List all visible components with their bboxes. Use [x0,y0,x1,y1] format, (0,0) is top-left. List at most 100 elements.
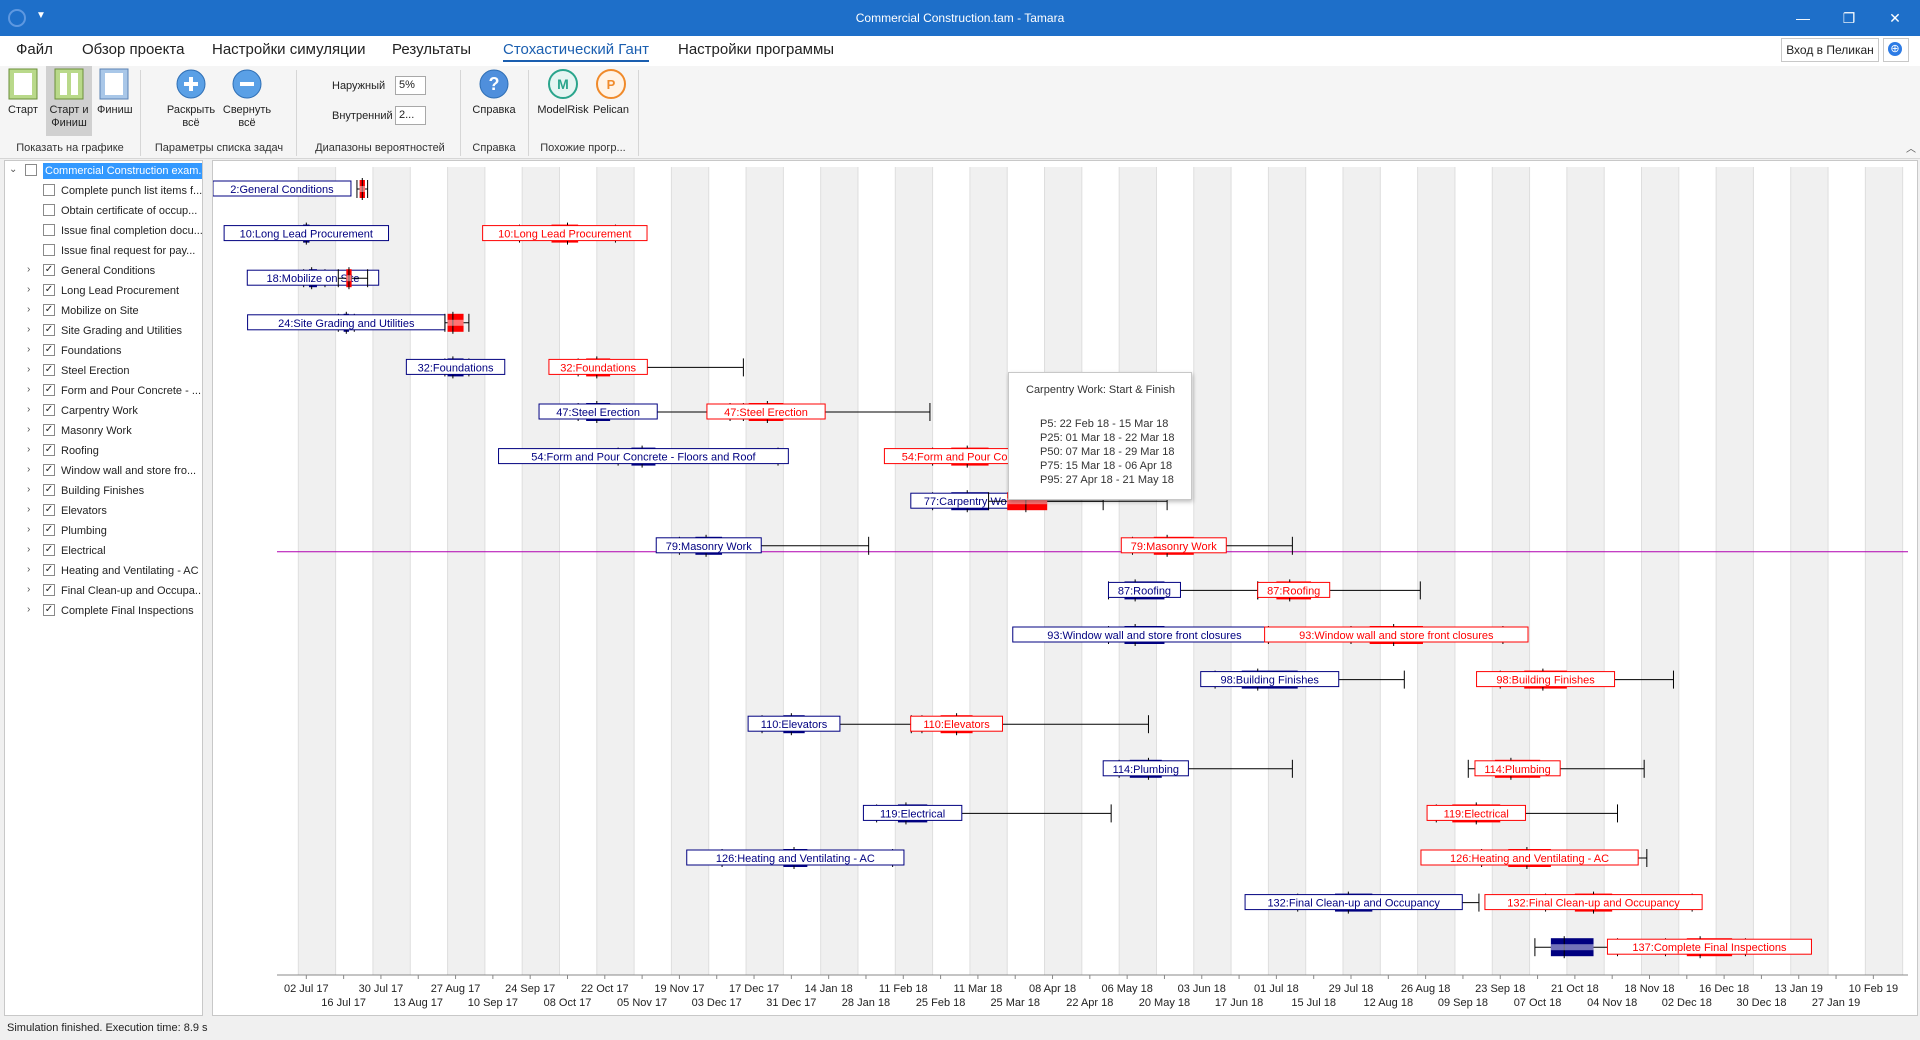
minimize-button[interactable]: — [1796,10,1810,26]
tree-item[interactable]: › ✓ Carpentry Work [5,401,202,421]
tree-checkbox[interactable]: ✓ [43,444,55,456]
chevron-right-icon[interactable]: › [27,344,31,355]
chevron-right-icon[interactable]: › [27,604,31,615]
tree-checkbox[interactable]: ✓ [43,504,55,516]
tree-item[interactable]: Issue final completion docu... [5,221,202,241]
menu-results[interactable]: Результаты [392,41,471,58]
chevron-down-icon[interactable]: ⌄ [9,164,18,175]
tree-checkbox[interactable]: ✓ [43,304,55,316]
tree-checkbox[interactable]: ✓ [43,564,55,576]
tree-item[interactable]: › ✓ Mobilize on Site [5,301,202,321]
tree-checkbox[interactable]: ✓ [43,364,55,376]
chevron-right-icon[interactable]: › [27,444,31,455]
chevron-right-icon[interactable]: › [27,264,31,275]
tree-item[interactable]: › ✓ Final Clean-up and Occupa... [5,581,202,601]
finish-label-box [482,225,648,242]
menu-program-settings[interactable]: Настройки программы [678,41,835,58]
tree-checkbox[interactable]: ✓ [43,544,55,556]
show-finish-button[interactable]: Финиш [97,68,133,138]
collapse-all-button[interactable]: Свернуть всё [218,68,276,138]
expand-all-button[interactable]: Раскрыть всё [162,68,220,138]
menu-simulation-settings[interactable]: Настройки симуляции [212,41,366,58]
tree-item[interactable]: Complete punch list items f... [5,181,202,201]
show-start-button[interactable]: Старт [6,68,40,138]
chevron-right-icon[interactable]: › [27,284,31,295]
tree-item[interactable]: › ✓ Electrical [5,541,202,561]
close-button[interactable]: ✕ [1889,10,1901,26]
chevron-right-icon[interactable]: › [27,364,31,375]
x-tick-label: 28 Jan 18 [842,997,890,1009]
tree-checkbox[interactable]: ✓ [43,584,55,596]
login-pelican-button[interactable]: Вход в Пеликан [1781,38,1879,62]
tree-item[interactable]: › ✓ Elevators [5,501,202,521]
maximize-button[interactable]: ❐ [1842,10,1856,26]
finish-label-box [910,715,1003,732]
show-start-finish-button[interactable]: Старт и Финиш [46,66,92,136]
tree-item[interactable]: › ✓ Foundations [5,341,202,361]
start-distribution: 93:Window wall and store front closures [1012,624,1277,646]
tree-item[interactable]: › ✓ Heating and Ventilating - AC [5,561,202,581]
tree-item[interactable]: › ✓ Site Grading and Utilities [5,321,202,341]
tree-checkbox[interactable] [43,184,55,196]
tree-checkbox[interactable]: ✓ [43,344,55,356]
chevron-right-icon[interactable]: › [27,544,31,555]
tree-item[interactable]: › ✓ Window wall and store fro... [5,461,202,481]
start-label: 77:Carpentry Work [924,496,1017,508]
tree-item[interactable]: Obtain certificate of occup... [5,201,202,221]
chevron-right-icon[interactable]: › [27,384,31,395]
finish-label-box [1476,671,1616,688]
tree-checkbox[interactable]: ✓ [43,384,55,396]
language-button[interactable]: ⊕ [1883,38,1909,62]
menu-file[interactable]: Файл [16,41,53,58]
chevron-right-icon[interactable]: › [27,564,31,575]
modelrisk-icon: M [548,69,578,99]
tree-item[interactable]: ⌄ Commercial Construction exam... [5,161,202,181]
tree-item[interactable]: Issue final request for pay... [5,241,202,261]
tree-item[interactable]: › ✓ Steel Erection [5,361,202,381]
outer-range-input[interactable]: 5% [395,76,426,95]
tree-checkbox[interactable]: ✓ [43,264,55,276]
chevron-right-icon[interactable]: › [27,524,31,535]
chevron-right-icon[interactable]: › [27,424,31,435]
tree-checkbox[interactable]: ✓ [43,484,55,496]
tree-item[interactable]: › ✓ Building Finishes [5,481,202,501]
tree-checkbox[interactable]: ✓ [43,524,55,536]
finish-label-box [1474,760,1561,777]
x-tick-label: 09 Sep 18 [1438,997,1488,1009]
chevron-right-icon[interactable]: › [27,584,31,595]
modelrisk-button[interactable]: M ModelRisk [536,68,590,138]
tree-checkbox[interactable]: ✓ [43,404,55,416]
tree-item[interactable]: › ✓ Form and Pour Concrete - ... [5,381,202,401]
tree-checkbox[interactable] [43,224,55,236]
pelican-button[interactable]: P Pelican [590,68,632,138]
tree-checkbox[interactable]: ✓ [43,604,55,616]
chevron-right-icon[interactable]: › [27,504,31,515]
tree-item[interactable]: › ✓ General Conditions [5,261,202,281]
tree-checkbox[interactable]: ✓ [43,424,55,436]
tree-checkbox[interactable]: ✓ [43,324,55,336]
x-tick-label: 29 Jul 18 [1329,983,1374,995]
collapse-ribbon-icon[interactable]: ︿ [1906,144,1916,155]
tree-item[interactable]: › ✓ Plumbing [5,521,202,541]
x-tick-label: 30 Dec 18 [1736,997,1786,1009]
chevron-right-icon[interactable]: › [27,404,31,415]
tree-item[interactable]: › ✓ Masonry Work [5,421,202,441]
tree-checkbox[interactable]: ✓ [43,284,55,296]
tree-checkbox[interactable]: ✓ [43,464,55,476]
start-label-box [655,537,762,554]
help-button[interactable]: ? Справка [468,68,520,138]
quick-access-dropdown-icon[interactable]: ▼ [36,10,46,21]
chevron-right-icon[interactable]: › [27,464,31,475]
tree-item[interactable]: › ✓ Long Lead Procurement [5,281,202,301]
menu-stochastic-gantt[interactable]: Стохастический Гант [503,41,650,62]
tree-checkbox[interactable] [43,244,55,256]
chevron-right-icon[interactable]: › [27,304,31,315]
tree-checkbox[interactable] [43,204,55,216]
inner-range-input[interactable]: 2... [395,106,426,125]
tree-checkbox[interactable] [25,164,37,176]
chevron-right-icon[interactable]: › [27,484,31,495]
tree-item[interactable]: › ✓ Roofing [5,441,202,461]
chevron-right-icon[interactable]: › [27,324,31,335]
tree-item[interactable]: › ✓ Complete Final Inspections [5,601,202,621]
menu-project-overview[interactable]: Обзор проекта [82,41,185,58]
